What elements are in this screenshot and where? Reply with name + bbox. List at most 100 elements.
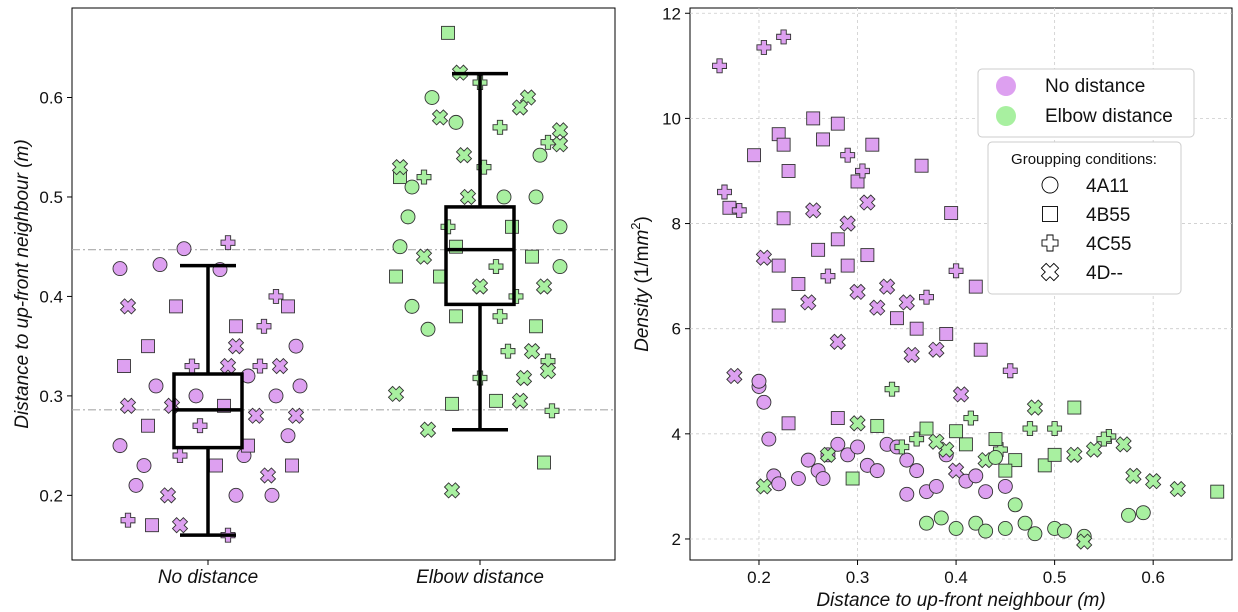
scatter-point-0-0 [712, 58, 728, 74]
scatter-point-1-32 [894, 439, 910, 455]
scatter-point-0-80 [815, 471, 831, 486]
left-ytick-label-4: 0.6 [39, 89, 63, 108]
scatter-point-1-15 [1037, 458, 1052, 473]
left-x-ticks: No distance Elbow distance [158, 560, 544, 588]
scatter-point-0-60 [850, 439, 865, 455]
left-plot-frame [71, 7, 616, 561]
point-0-4 [119, 298, 137, 315]
point-0-9 [281, 299, 295, 314]
point-0-43 [188, 388, 204, 404]
scatter-point-1-24 [968, 515, 984, 531]
legend-marker-entries [1040, 176, 1060, 282]
scatter-point-0-14 [865, 137, 880, 152]
point-1-40 [529, 319, 543, 334]
scatter-point-0-11 [816, 132, 830, 147]
box-1-iqr [444, 205, 516, 307]
scatter-point-1-48 [1047, 447, 1062, 462]
point-1-55 [443, 482, 461, 499]
point-1-15 [416, 169, 432, 185]
scatter-point-0-1 [756, 39, 772, 55]
scatter-point-1-4 [1125, 467, 1142, 485]
point-1-7 [448, 114, 464, 130]
point-1-50 [489, 393, 503, 408]
legend-marker-plus-icon [1041, 234, 1059, 252]
right-y-label-close: ) [632, 216, 653, 222]
scatter-point-1-22 [988, 432, 1003, 447]
point-0-10 [288, 338, 304, 354]
right-ytick-label-1: 4 [672, 425, 681, 444]
scatter-point-0-21 [811, 242, 826, 257]
scatter-point-1-25 [963, 410, 979, 426]
scatter-point-1-18 [1017, 515, 1033, 531]
point-0-8 [256, 318, 272, 334]
point-1-18 [404, 179, 420, 195]
scatter-point-0-32 [919, 289, 934, 305]
point-1-22 [400, 209, 416, 225]
legend-marker-label-4c55: 4C55 [1086, 234, 1131, 255]
point-1-20 [496, 189, 512, 205]
point-1-6 [431, 109, 449, 126]
point-1-39 [492, 308, 508, 324]
scatter-point-0-59 [840, 447, 856, 463]
point-0-46 [268, 288, 284, 304]
point-0-17 [292, 378, 308, 394]
point-1-23 [440, 219, 456, 235]
left-ytick-label-3: 0.5 [39, 188, 63, 207]
left-data-points [112, 25, 569, 543]
scatter-point-1-12 [1066, 446, 1083, 464]
scatter-point-0-55 [800, 452, 816, 468]
scatter-point-1-19 [1008, 453, 1023, 468]
right-y-axis-label: Density (1/mm2) [628, 216, 653, 352]
point-0-11 [117, 359, 131, 374]
point-1-43 [523, 342, 541, 360]
scatter-point-0-50 [756, 394, 772, 410]
scatter-point-0-3 [717, 184, 732, 200]
scatter-point-0-72 [968, 468, 984, 484]
right-xtick-label-0: 0.2 [747, 568, 771, 587]
point-1-21 [528, 189, 544, 205]
legend-marker-label-4a11: 4A11 [1086, 176, 1129, 197]
point-1-35 [508, 288, 524, 304]
scatter-point-0-15 [914, 158, 929, 173]
point-0-7 [229, 319, 243, 334]
point-0-37 [120, 512, 136, 528]
point-0-29 [209, 458, 223, 473]
point-0-42 [280, 428, 296, 444]
right-y-ticks: 2 4 6 8 10 12 [662, 4, 690, 549]
scatter-point-1-20 [997, 521, 1013, 536]
legend-marker-circle-icon [1041, 176, 1059, 194]
point-0-36 [264, 487, 280, 503]
scatter-point-1-29 [933, 510, 949, 526]
scatter-point-0-75 [1002, 363, 1018, 379]
point-0-23 [247, 407, 265, 424]
scatter-point-1-16 [1026, 399, 1044, 416]
left-box-plot: 0.2 0.3 0.4 0.5 0.6 No distance Elbow distanc… [12, 7, 616, 588]
point-0-35 [228, 487, 244, 503]
scatter-point-1-35 [849, 415, 866, 432]
point-0-18 [119, 397, 137, 414]
legend-marker-label-4b55: 4B55 [1086, 205, 1130, 226]
scatter-point-1-1 [1169, 480, 1186, 498]
point-0-19 [141, 418, 155, 433]
point-1-34 [471, 278, 489, 295]
right-ytick-label-5: 12 [662, 4, 681, 23]
left-ytick-label-1: 0.3 [39, 387, 63, 406]
scatter-point-1-39 [919, 515, 934, 531]
point-1-41 [420, 321, 436, 337]
point-1-53 [419, 421, 437, 438]
scatter-point-0-17 [771, 258, 786, 273]
scatter-point-1-27 [948, 521, 964, 536]
scatter-point-0-40 [829, 333, 846, 350]
point-1-16 [391, 158, 409, 176]
point-0-44 [252, 358, 268, 374]
scatter-point-0-39 [903, 346, 920, 364]
point-0-2 [176, 241, 192, 257]
right-xtick-label-2: 0.4 [944, 568, 968, 587]
point-1-49 [445, 396, 459, 411]
point-1-45 [539, 362, 557, 380]
scatter-point-0-46 [839, 215, 856, 232]
point-0-24 [268, 388, 284, 404]
right-y-label-unit-m: m [632, 230, 653, 246]
scatter-point-1-3 [1135, 505, 1151, 521]
